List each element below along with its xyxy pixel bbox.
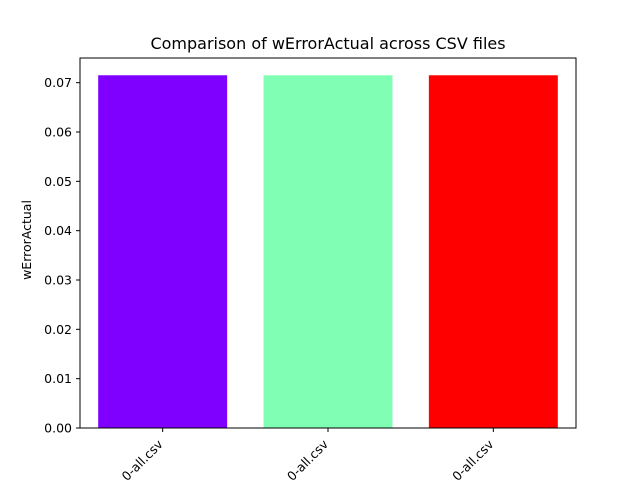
bars-group (98, 75, 558, 429)
y-tick-label-2: 0.02 (44, 322, 72, 337)
x-tick-label-0: 0-all.csv (119, 436, 167, 480)
y-tick-label-7: 0.07 (44, 75, 72, 90)
y-tick-label-1: 0.01 (44, 371, 72, 386)
bar-2 (263, 75, 393, 429)
x-tick-label-2: 0-all.csv (449, 436, 497, 480)
y-tick-label-3: 0.03 (44, 273, 72, 288)
y-axis-label: wErrorActual (19, 200, 34, 280)
y-tick-label-5: 0.05 (44, 174, 72, 189)
chart-title: Comparison of wErrorActual across CSV fi… (150, 34, 505, 53)
bar-3 (428, 75, 558, 429)
x-axis: 0-all.csv 0-all.csv 0-all.csv (119, 428, 497, 480)
y-axis: 0.00 0.01 0.02 0.03 0.04 0.05 0.06 0.07 (44, 75, 80, 436)
y-tick-label-0: 0.00 (44, 421, 72, 436)
bar-1 (98, 75, 228, 429)
y-tick-label-4: 0.04 (44, 223, 72, 238)
x-tick-label-1: 0-all.csv (284, 436, 332, 480)
y-tick-label-6: 0.06 (44, 125, 72, 140)
plot-frame (79, 57, 577, 429)
